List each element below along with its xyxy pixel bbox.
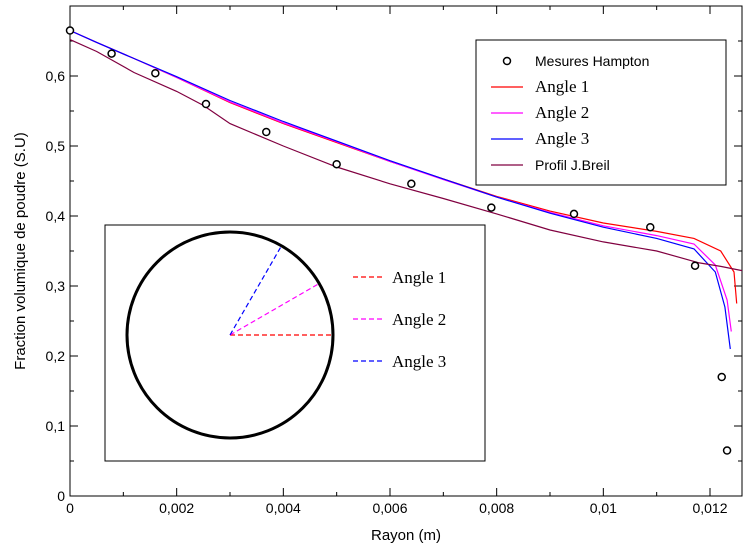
- data-point: [646, 222, 655, 232]
- data-point: [407, 179, 416, 189]
- y-tick-label: 0: [57, 488, 65, 504]
- x-axis-label: Rayon (m): [371, 527, 441, 544]
- legend-label: Angle 2: [535, 103, 589, 122]
- y-tick-label: 0,3: [46, 278, 66, 294]
- y-tick-label: 0,5: [46, 138, 66, 154]
- x-tick-label: 0,006: [372, 500, 407, 516]
- data-point: [151, 68, 160, 78]
- y-tick-label: 0,6: [46, 68, 66, 84]
- inset-ray: [229, 245, 283, 336]
- data-point: [722, 446, 732, 455]
- y-tick-label: 0,4: [46, 208, 66, 224]
- legend-label: Angle 3: [535, 129, 589, 148]
- legend-label: Angle 1: [535, 77, 589, 96]
- legend-label: Profil J.Breil: [535, 157, 610, 173]
- inset-ray: [229, 282, 320, 336]
- inset-legend-label: Angle 2: [392, 310, 446, 329]
- inset-box: [104, 224, 486, 462]
- inset-legend-label: Angle 3: [392, 352, 446, 371]
- legend-label: Mesures Hampton: [535, 53, 649, 69]
- inset-legend-label: Angle 1: [392, 268, 446, 287]
- series-line: [69, 29, 731, 350]
- y-tick-label: 0,2: [46, 348, 66, 364]
- inset-circle: [125, 230, 335, 440]
- data-point: [65, 26, 75, 35]
- data-point: [569, 209, 579, 219]
- data-point: [332, 159, 341, 169]
- data-point: [107, 49, 116, 58]
- x-tick-label: 0: [66, 500, 74, 516]
- data-point: [201, 99, 211, 109]
- series-line: [69, 39, 743, 272]
- data-point: [690, 261, 700, 270]
- data-point: [487, 203, 496, 212]
- y-tick-label: 0,1: [46, 418, 66, 434]
- x-tick-label: 0,01: [590, 500, 617, 516]
- legend-marker: [502, 56, 512, 66]
- x-tick-label: 0,004: [266, 500, 301, 516]
- x-tick-label: 0,012: [692, 500, 727, 516]
- x-tick-label: 0,002: [159, 500, 194, 516]
- x-tick-label: 0,008: [479, 500, 514, 516]
- y-axis-label: Fraction volumique de poudre (S.U): [12, 132, 29, 370]
- data-point: [262, 127, 271, 137]
- data-point: [717, 372, 726, 382]
